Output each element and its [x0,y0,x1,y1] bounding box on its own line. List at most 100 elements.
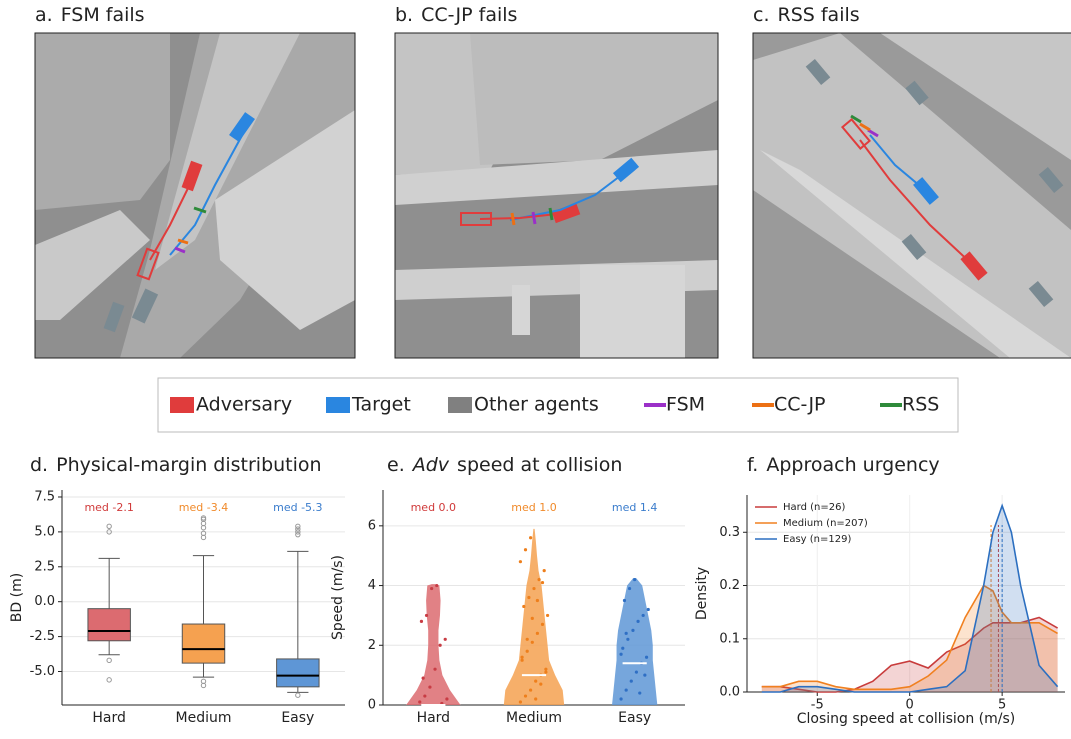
point [418,700,421,703]
y-tick-label: 6 [368,518,376,533]
y-tick-label: -2.5 [30,629,55,644]
x-tick-label: Easy [618,710,651,726]
median-label: med -2.1 [84,501,133,514]
point [623,599,626,602]
y-tick-label: 2.5 [34,559,55,574]
chart-label: e. [387,454,405,476]
point [521,659,524,662]
point [628,587,631,590]
y-tick-label: 0.0 [719,685,740,700]
y-tick-label: 0 [368,698,376,713]
panel-title: b. CC-JP fails [395,4,517,26]
y-axis-label: Density [694,567,710,620]
point [524,548,527,551]
panel-title-text: FSM fails [61,4,145,26]
panel-title: c. RSS fails [753,4,860,26]
point [428,685,431,688]
legend-label: Hard (n=26) [783,502,845,513]
point [519,560,522,563]
point [534,680,537,683]
point [524,694,527,697]
legend-label: RSS [902,394,939,416]
outlier [107,678,111,682]
point [529,536,532,539]
point [527,596,530,599]
y-tick-label: 0.2 [719,578,740,593]
point [647,608,650,611]
point [435,584,438,587]
y-tick-label: 0.0 [34,594,55,609]
point [534,697,537,700]
y-tick-label: 0.3 [719,525,740,540]
y-axis-label: Speed (m/s) [330,555,346,640]
y-tick-label: 7.5 [34,489,55,504]
point [645,656,648,659]
median-label: med 1.0 [511,501,556,514]
outlier [107,658,111,662]
x-tick-label: Medium [176,710,232,726]
chart-title-text: Approach urgency [766,454,939,476]
point [625,632,628,635]
median-label: med 1.4 [612,501,657,514]
point [420,620,423,623]
point [619,697,622,700]
point [635,671,638,674]
panel-label: c. [753,4,770,26]
map-c [753,33,1071,358]
x-tick-label: Easy [281,710,314,726]
point [539,682,542,685]
chart-label: f. [747,454,758,476]
y-axis-label: BD (m) [9,573,25,622]
map-a [35,33,355,358]
y-tick-label: 2 [368,638,376,653]
legend-label: Other agents [474,394,599,416]
point [631,629,634,632]
chart-title-italic: Adv [411,454,450,476]
panel-label: a. [35,4,53,26]
point [544,668,547,671]
panel-label: b. [395,4,413,26]
point [531,641,534,644]
chart-title: f. Approach urgency [747,454,940,476]
point [423,694,426,697]
median-label: med 0.0 [411,501,456,514]
legend-swatch [326,397,350,413]
point [521,656,524,659]
point [541,581,544,584]
point [519,700,522,703]
chart-title: d.Physical-margin distribution [30,454,322,476]
point [638,691,641,694]
chart-title-text: Physical-margin distribution [56,454,321,476]
legend-label: FSM [666,394,705,416]
legend-label: Medium (n=207) [783,518,868,529]
point [541,623,544,626]
outlier [296,532,300,536]
legend-label: Target [351,394,411,416]
point [444,638,447,641]
y-tick-label: 5.0 [34,524,55,539]
x-tick-label: Medium [506,710,562,726]
violin [612,578,657,705]
point [422,677,425,680]
panel-title-text: RSS fails [778,4,860,26]
panel-title-text: CC-JP fails [421,4,517,26]
point [529,688,532,691]
point [522,605,525,608]
point [532,587,535,590]
point [531,617,534,620]
legend-label: Easy (n=129) [783,534,851,545]
outlier [296,693,300,697]
panel-title: a. FSM fails [35,4,145,26]
point [625,688,628,691]
point [439,644,442,647]
violin [406,584,460,705]
x-tick-label: Hard [417,710,451,726]
point [621,647,624,650]
point [537,578,540,581]
point [433,668,436,671]
point [636,620,639,623]
point [643,674,646,677]
chart-title-text: speed at collision [457,454,622,476]
point [526,650,529,653]
point [536,599,539,602]
